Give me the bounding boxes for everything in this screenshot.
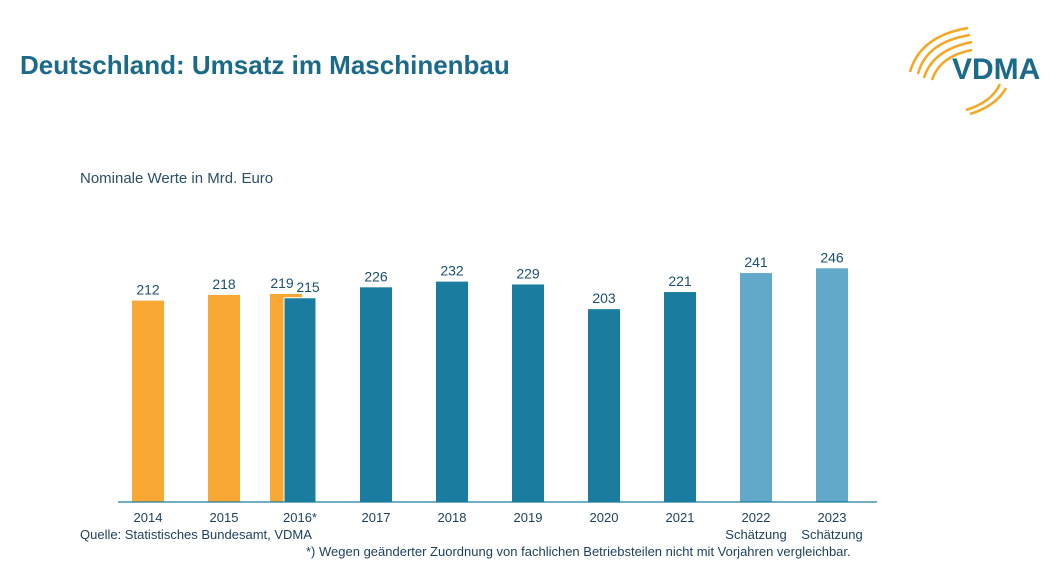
x-tick-label: 2017 xyxy=(362,510,391,525)
bar xyxy=(664,292,696,502)
data-label: 219 xyxy=(270,275,294,291)
data-label: 229 xyxy=(516,265,540,281)
footnote: *) Wegen geänderter Zuordnung von fachli… xyxy=(306,544,851,559)
bar xyxy=(436,281,468,502)
x-tick-label: 2014 xyxy=(134,510,163,525)
chart-subtitle: Nominale Werte in Mrd. Euro xyxy=(80,170,274,187)
bar xyxy=(132,300,164,502)
bar xyxy=(588,309,620,502)
x-tick-label: 2016* xyxy=(283,510,317,525)
data-label: 212 xyxy=(136,282,160,298)
x-tick-label: 2021 xyxy=(666,510,695,525)
x-tick-sublabel: Schätzung xyxy=(725,527,786,542)
x-tick-label: 2015 xyxy=(210,510,239,525)
source-note: Quelle: Statistisches Bundesamt, VDMA xyxy=(80,527,312,542)
bar xyxy=(208,294,240,502)
bar xyxy=(360,287,392,502)
bar xyxy=(512,284,544,502)
svg-text:VDMA: VDMA xyxy=(952,53,1040,86)
data-label: 218 xyxy=(212,276,236,292)
data-label: 246 xyxy=(820,249,844,265)
x-tick-label: 2022 xyxy=(742,510,771,525)
x-tick-label: 2019 xyxy=(514,510,543,525)
data-label: 203 xyxy=(592,290,616,306)
data-label: 232 xyxy=(440,263,464,279)
data-label: 215 xyxy=(296,279,320,295)
vdma-logo: VDMA xyxy=(900,24,1050,124)
data-label: 241 xyxy=(744,254,768,270)
x-tick-label: 2023 xyxy=(818,510,847,525)
page-title: Deutschland: Umsatz im Maschinenbau xyxy=(20,50,510,80)
bar xyxy=(283,297,317,503)
x-tick-label: 2018 xyxy=(438,510,467,525)
x-tick-sublabel: Schätzung xyxy=(801,527,862,542)
x-tick-label: 2020 xyxy=(590,510,619,525)
bar xyxy=(740,273,772,502)
data-label: 226 xyxy=(364,268,388,284)
bar xyxy=(816,268,848,502)
data-label: 221 xyxy=(668,273,692,289)
